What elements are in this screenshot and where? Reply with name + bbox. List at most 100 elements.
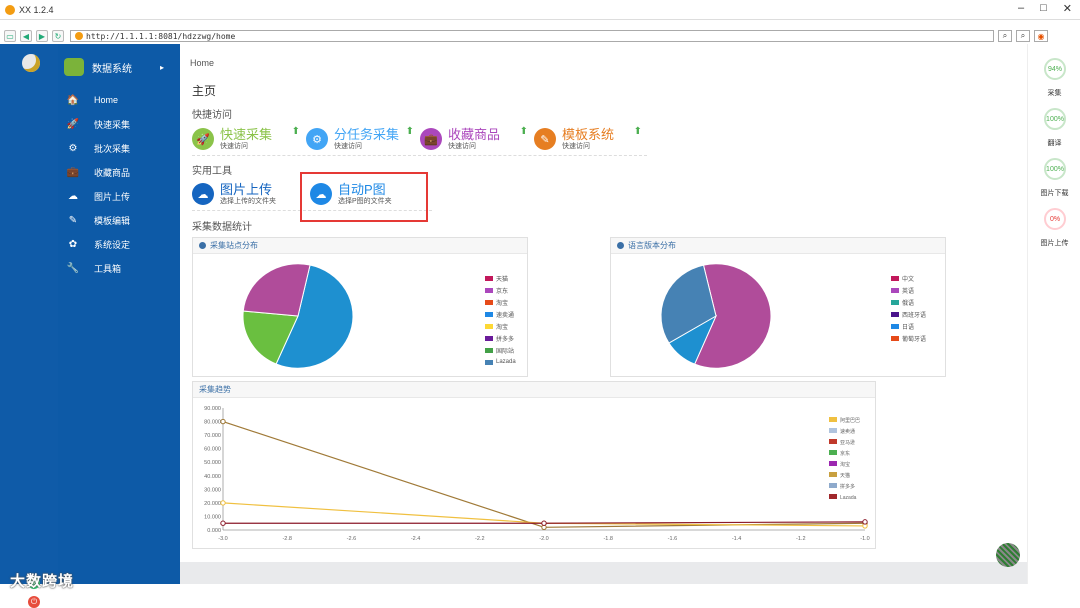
maximize-button[interactable]: □: [1040, 2, 1047, 14]
favicon-icon: [75, 32, 83, 40]
legend-item[interactable]: Lazada: [485, 356, 516, 368]
data-point[interactable]: [220, 520, 226, 526]
help-icon[interactable]: ?: [28, 577, 40, 589]
power-icon[interactable]: ⏻: [28, 596, 40, 608]
x-tick-label: -1.2: [796, 536, 805, 542]
progress-label: 图片上传: [1040, 240, 1069, 247]
card-text: 图片上传 选择上传的文件夹: [220, 183, 276, 206]
legend-swatch: [829, 461, 837, 466]
quick-card[interactable]: ☁ 图片上传 选择上传的文件夹: [192, 177, 304, 211]
pie-slice[interactable]: [242, 310, 299, 365]
briefcase-icon: 💼: [66, 166, 80, 178]
settings-icon[interactable]: ◉: [1034, 30, 1048, 42]
card-subtitle: 选择P图的文件夹: [338, 197, 392, 205]
tools-row: ☁ 图片上传 选择上传的文件夹 ☁ 自动P图 选择P图的文件夹: [192, 177, 432, 211]
language-pie-legend: 中文 英语 俄语 西班牙语 日语 葡萄牙语: [891, 272, 926, 344]
new-window-icon[interactable]: ▭: [4, 30, 16, 42]
data-point[interactable]: [220, 500, 226, 506]
quick-card[interactable]: 🚀 快速采集 快速访问 ⬆: [192, 122, 300, 156]
search-icon[interactable]: ⌕: [998, 30, 1012, 42]
icon-bar: ? ⏻: [0, 44, 58, 608]
x-tick-label: -1.4: [732, 536, 741, 542]
card-text: 分任务采集 快速访问: [334, 128, 399, 151]
pie-slice[interactable]: [242, 263, 311, 317]
legend-item[interactable]: 国际站: [485, 344, 516, 356]
pie-slice[interactable]: [660, 264, 717, 344]
legend-item[interactable]: 速卖通: [485, 308, 516, 320]
legend-item[interactable]: 中文: [891, 272, 926, 284]
sidebar-item[interactable]: ☁ 图片上传: [66, 188, 176, 204]
breadcrumb[interactable]: Home: [190, 58, 215, 68]
legend-item[interactable]: 拼多多: [485, 332, 516, 344]
sidebar-item[interactable]: 🏠 Home: [66, 92, 176, 108]
legend-item[interactable]: 西班牙语: [891, 308, 926, 320]
y-tick-label: 70.000: [204, 433, 221, 439]
legend-swatch: [891, 275, 899, 281]
series-line[interactable]: [222, 420, 866, 528]
x-tick-label: -2.8: [282, 536, 291, 542]
y-tick-label: 50.000: [204, 460, 221, 466]
y-tick-label: 30.000: [204, 487, 221, 493]
minimize-button[interactable]: –: [1018, 2, 1025, 14]
card-text: 自动P图 选择P图的文件夹: [338, 183, 392, 206]
highlight-box: [300, 172, 428, 222]
home-icon: 🏠: [66, 94, 80, 106]
legend-label: 亚马逊: [840, 439, 855, 446]
data-point[interactable]: [220, 418, 226, 425]
legend-swatch: [485, 347, 493, 353]
quick-card[interactable]: 💼 收藏商品 快速访问 ⬆: [420, 122, 528, 156]
lang-panel-title: 语言版本分布: [628, 241, 676, 250]
legend-item[interactable]: 淘宝: [485, 296, 516, 308]
sidebar-brand: 数据系统: [92, 63, 132, 75]
refresh-icon[interactable]: ↻: [52, 30, 64, 42]
card-title: 自动P图: [338, 181, 386, 197]
quick-card[interactable]: ⚙ 分任务采集 快速访问 ⬆: [306, 122, 414, 156]
trend-line-chart: 90.000 80.000 70.000 60.000 50.000 40.000 30.0…: [204, 406, 870, 542]
data-point[interactable]: [862, 519, 868, 525]
legend-swatch: [485, 299, 493, 305]
legend-label: 淘宝: [496, 300, 509, 307]
sidebar-item[interactable]: 💼 收藏商品: [66, 164, 176, 180]
trend-panel-title: 采集趋势: [199, 385, 231, 394]
forward-icon[interactable]: ▶: [36, 30, 48, 42]
legend-swatch: [829, 417, 837, 422]
progress-badge: 100%: [1044, 158, 1066, 180]
legend-label: 拼多多: [496, 336, 515, 343]
sidebar-header[interactable]: 数据系统 ▸: [64, 56, 174, 78]
url-field[interactable]: http://1.1.1.1:8081/hdzzwg/home: [70, 30, 994, 42]
sidebar-item[interactable]: ✎ 模板编辑: [66, 212, 176, 228]
close-button[interactable]: ✕: [1062, 3, 1072, 15]
sidebar-item-label: 快速采集: [94, 119, 131, 130]
legend-item[interactable]: 葡萄牙语: [891, 332, 926, 344]
progress-label: 采集: [1047, 90, 1062, 97]
legend-swatch: [891, 311, 899, 317]
legend-item[interactable]: 淘宝: [485, 320, 516, 332]
app-logo-icon: [5, 4, 15, 15]
legend-swatch: [891, 335, 899, 341]
sidebar-item[interactable]: 🔧 工具箱: [66, 260, 176, 276]
sidebar-item[interactable]: 🚀 快速采集: [66, 116, 176, 132]
pie-slice[interactable]: [275, 264, 354, 369]
sidebar-item-label: 工具箱: [94, 263, 122, 274]
find-icon[interactable]: ⌕: [1016, 30, 1030, 42]
legend-item[interactable]: 京东: [485, 284, 516, 296]
legend-item[interactable]: 英语: [891, 284, 926, 296]
pie-slice[interactable]: [693, 263, 772, 369]
quick-card[interactable]: ☁ 自动P图 选择P图的文件夹: [310, 177, 422, 211]
sidebar-menu: 数据系统 ▸ 🏠 Home 🚀 快速采集 ⚙ 批次采集 💼 收藏商品 ☁ 图片上传 ✎ 模板编辑 ✿ 系统…: [58, 44, 180, 584]
cloud-upload-icon: ☁: [192, 183, 214, 205]
card-subtitle: 快速访问: [448, 142, 476, 150]
arrow-up-icon: ⬆: [405, 126, 414, 137]
legend-item[interactable]: 俄语: [891, 296, 926, 308]
legend-item[interactable]: 日语: [891, 320, 926, 332]
sidebar-item[interactable]: ✿ 系统设定: [66, 236, 176, 252]
back-icon[interactable]: ◀: [20, 30, 32, 42]
trend-panel: 采集趋势 90.000 80.000 70.000 60.000 50.000 40.00…: [192, 381, 876, 549]
data-point[interactable]: [541, 520, 547, 526]
quick-card[interactable]: ✎ 模板系统 快速访问 ⬆: [534, 122, 642, 156]
globe-icon[interactable]: [996, 543, 1020, 567]
legend-item[interactable]: 天猫: [485, 272, 516, 284]
sidebar-item[interactable]: ⚙ 批次采集: [66, 140, 176, 156]
chevron-right-icon: ▸: [159, 62, 164, 72]
card-title: 图片上传: [220, 181, 273, 197]
